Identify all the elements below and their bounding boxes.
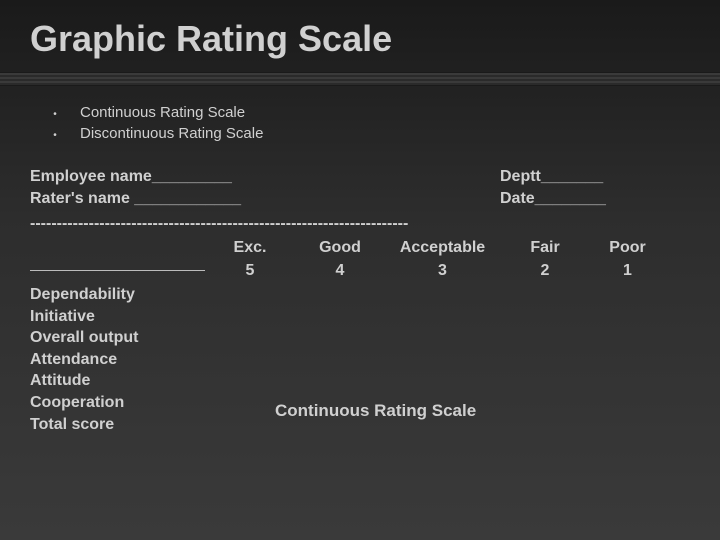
decorative-stripe [0,72,720,86]
criteria-item: Attitude [30,370,690,392]
bullet-item: • Continuous Rating Scale [30,102,690,123]
caption-label: Continuous Rating Scale [275,400,476,423]
criteria-item: Initiative [30,306,690,328]
criteria-list: Dependability Initiative Overall output … [30,284,690,435]
criteria-item: Dependability [30,284,690,306]
bullet-text: Discontinuous Rating Scale [80,123,263,144]
employee-name-label: Employee name_________ [30,166,500,188]
content-area: • Continuous Rating Scale • Discontinuou… [0,94,720,435]
bullet-item: • Discontinuous Rating Scale [30,123,690,144]
bullet-dot-icon: • [30,108,80,122]
scale-value: 2 [500,260,590,282]
deptt-label: Deptt_______ [500,166,690,188]
rater-name-label: Rater's name ____________ [30,188,500,210]
form-header-rows: Employee name_________ Rater's name ____… [30,166,690,209]
scale-header: Good [295,237,385,259]
form-block: Employee name_________ Rater's name ____… [30,166,690,435]
scale-header-row: Exc. Good Acceptable Fair Poor [30,237,690,259]
date-label: Date________ [500,188,690,210]
page-title: Graphic Rating Scale [30,18,720,60]
scale-header: Poor [590,237,665,259]
bullet-dot-icon: • [30,129,80,143]
scale-header: Fair [500,237,590,259]
scale-value: 4 [295,260,385,282]
criteria-item: Overall output [30,327,690,349]
scale-values-row: 5 4 3 2 1 [30,260,690,282]
bullet-list: • Continuous Rating Scale • Discontinuou… [30,102,690,144]
scale-value: 3 [385,260,500,282]
separator-dashes: ----------------------------------------… [30,213,690,235]
criteria-item: Attendance [30,349,690,371]
title-block: Graphic Rating Scale [0,0,720,72]
scale-value: 5 [205,260,295,282]
bullet-text: Continuous Rating Scale [80,102,245,123]
scale-header: Exc. [205,237,295,259]
scale-header: Acceptable [385,237,500,259]
scale-value: 1 [590,260,665,282]
